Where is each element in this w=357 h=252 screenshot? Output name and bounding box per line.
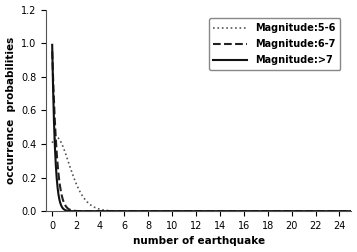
Magnitude:5-6 xyxy=(182,210,186,213)
Magnitude:6-7 xyxy=(171,210,175,213)
Magnitude:>7 xyxy=(283,210,288,213)
Magnitude:>7 xyxy=(81,210,85,213)
Magnitude:>7 xyxy=(50,43,54,46)
Magnitude:>7 xyxy=(289,210,293,213)
Magnitude:6-7 xyxy=(182,210,186,213)
Magnitude:5-6 xyxy=(349,210,353,213)
Magnitude:6-7 xyxy=(283,210,288,213)
Magnitude:>7 xyxy=(256,210,260,213)
Magnitude:5-6 xyxy=(284,210,288,213)
Magnitude:6-7 xyxy=(81,210,85,213)
Magnitude:>7 xyxy=(349,210,353,213)
Magnitude:5-6 xyxy=(81,195,85,198)
Magnitude:>7 xyxy=(182,210,186,213)
Magnitude:>7 xyxy=(171,210,175,213)
Line: Magnitude:6-7: Magnitude:6-7 xyxy=(52,51,351,211)
Magnitude:5-6 xyxy=(50,141,54,144)
Magnitude:5-6 xyxy=(256,210,260,213)
Magnitude:6-7 xyxy=(256,210,260,213)
Magnitude:6-7 xyxy=(289,210,293,213)
Legend: Magnitude:5-6, Magnitude:6-7, Magnitude:>7: Magnitude:5-6, Magnitude:6-7, Magnitude:… xyxy=(208,18,341,70)
Magnitude:6-7 xyxy=(349,210,353,213)
Y-axis label: occurrence  probabilities: occurrence probabilities xyxy=(6,37,16,184)
Magnitude:6-7 xyxy=(50,50,54,53)
Line: Magnitude:>7: Magnitude:>7 xyxy=(52,45,351,211)
Magnitude:5-6 xyxy=(54,136,59,139)
Magnitude:5-6 xyxy=(171,210,176,213)
Line: Magnitude:5-6: Magnitude:5-6 xyxy=(52,137,351,211)
X-axis label: number of earthquake: number of earthquake xyxy=(133,236,265,246)
Magnitude:5-6 xyxy=(289,210,293,213)
